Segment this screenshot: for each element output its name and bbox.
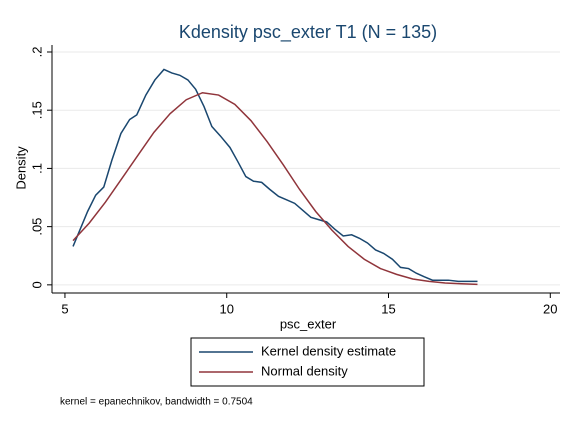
- legend-label: Normal density: [261, 363, 348, 378]
- y-tick-label: .1: [29, 163, 44, 174]
- y-tick-label: .05: [29, 218, 44, 236]
- x-tick-label: 15: [381, 301, 395, 316]
- x-tick-label: 10: [219, 301, 233, 316]
- y-tick-label: .2: [29, 47, 44, 58]
- y-tick-label: .15: [29, 101, 44, 119]
- x-tick-label: 5: [61, 301, 68, 316]
- legend-box: [190, 337, 425, 387]
- legend-label: Kernel density estimate: [261, 343, 396, 358]
- y-tick-label: 0: [29, 281, 44, 288]
- chart-title: Kdensity psc_exter T1 (N = 135): [179, 22, 437, 43]
- density-line: [72, 68, 478, 283]
- x-tick-label: 20: [543, 301, 557, 316]
- density-line: [72, 91, 478, 286]
- x-axis-label: psc_exter: [280, 316, 337, 331]
- note: kernel = epanechnikov, bandwidth = 0.750…: [60, 397, 253, 408]
- y-axis-label: Density: [13, 146, 28, 190]
